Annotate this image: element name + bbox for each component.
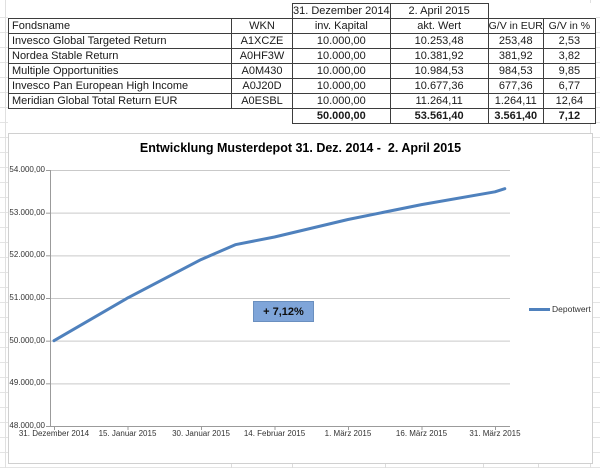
y-tick-label: 50.000,00 [9,335,45,345]
table-cell[interactable]: 10.000,00 [292,78,391,94]
table-cell[interactable]: A0J20D [231,78,293,94]
sheet-gridline-col [385,463,386,468]
x-tick-label: 30. Januar 2015 [172,429,230,438]
table-cell[interactable]: 253,48 [487,33,544,49]
table-cell[interactable]: 53.561,40 [389,108,489,124]
plot-canvas [46,170,550,430]
table-cell[interactable]: Nordea Stable Return [8,48,232,64]
y-tick-label: 53.000,00 [9,207,45,217]
portfolio-table-body: 31. Dezember 2014 2. April 2015 Fondsnam… [8,3,596,124]
sheet-gridline-col [483,463,484,468]
table-cell[interactable]: 3,82 [542,48,596,64]
sheet-gridline-col [538,463,539,468]
table-cell[interactable]: 10.677,36 [389,78,489,94]
table-cell[interactable]: 7,12 [542,108,596,124]
y-tick-label: 52.000,00 [9,250,45,260]
table-cell[interactable]: 1.264,11 [487,93,544,109]
fund-row: Nordea Stable Return A0HF3W 10.000,00 10.38… [8,48,596,64]
x-tick-label: 1. März 2015 [324,429,372,438]
table-cell[interactable]: A0ESBL [231,93,293,109]
portfolio-table-container: 31. Dezember 2014 2. April 2015 Fondsnam… [8,3,596,124]
table-cell[interactable]: 677,36 [487,78,544,94]
sheet-gridline-col [231,463,232,468]
x-tick-label: 31. März 2015 [469,429,521,438]
period-start-header[interactable]: 31. Dezember 2014 [292,3,391,19]
table-cell[interactable]: A0M430 [231,63,293,79]
column-header-akt-wert[interactable]: akt. Wert [389,18,489,34]
column-header-row: Fondsname WKN inv. Kapital akt. Wert G/V… [8,18,596,34]
table-cell[interactable]: 984,53 [487,63,544,79]
column-header-fondsname[interactable]: Fondsname [8,18,232,34]
column-header-gv-eur[interactable]: G/V in EUR [487,18,544,34]
table-cell[interactable]: 11.264,11 [389,93,489,109]
table-cell[interactable]: A1XCZE [231,33,293,49]
sheet-gridline-col [292,463,293,468]
legend-label[interactable]: Depotwert [552,304,591,314]
return-annotation[interactable]: + 7,12% [253,301,314,322]
empty-cell[interactable] [543,4,595,19]
period-header-row: 31. Dezember 2014 2. April 2015 [9,3,596,19]
empty-cell[interactable] [488,4,543,19]
table-cell[interactable]: 6,77 [542,78,596,94]
table-cell[interactable]: 10.000,00 [292,93,391,109]
table-cell[interactable]: 9,85 [542,63,596,79]
y-tick-label: 51.000,00 [9,293,45,302]
chart-area[interactable]: Entwicklung Musterdepot 31. Dez. 2014 - … [8,133,593,464]
table-cell[interactable]: Multiple Opportunities [8,63,232,79]
table-cell[interactable]: Invesco Global Targeted Return [8,33,232,49]
table-cell[interactable]: 10.000,00 [292,33,391,49]
table-cell[interactable]: 12,64 [542,93,596,109]
fund-row: Invesco Global Targeted Return A1XCZE 10.0… [8,33,596,49]
table-cell[interactable]: A0HF3W [231,48,293,64]
table-cell[interactable]: 50.000,00 [292,108,391,124]
x-tick-label: 31. Dezember 2014 [18,429,90,438]
table-cell[interactable]: 3.561,40 [487,108,544,124]
empty-cell[interactable] [9,4,232,19]
column-header-inv-kapital[interactable]: inv. Kapital [292,18,391,34]
table-cell[interactable]: 10.253,48 [389,33,489,49]
table-cell[interactable] [232,109,293,124]
y-tick-label: 54.000,00 [9,165,45,174]
table-cell[interactable]: 10.984,53 [389,63,489,79]
table-cell[interactable] [9,109,232,124]
y-tick-label: 49.000,00 [9,378,45,388]
table-cell[interactable]: 10.381,92 [389,48,489,64]
totals-row: 50.000,00 53.561,40 3.561,40 7,12 [9,108,596,124]
sheet-gridline-left [5,0,6,468]
table-cell[interactable]: 10.000,00 [292,48,391,64]
x-tick-label: 15. Januar 2015 [98,429,157,438]
table-cell[interactable]: 381,92 [487,48,544,64]
x-tick-label: 14. Februar 2015 [243,429,306,438]
period-end-header[interactable]: 2. April 2015 [389,3,489,19]
column-header-wkn[interactable]: WKN [231,18,293,34]
table-cell[interactable]: Invesco Pan European High Income [8,78,232,94]
empty-cell[interactable] [232,4,293,19]
fund-row: Invesco Pan European High Income A0J20D 10… [8,78,596,94]
chart-title: Entwicklung Musterdepot 31. Dez. 2014 - … [139,141,462,155]
fund-row: Multiple Opportunities A0M430 10.000,00 10.… [8,63,596,79]
portfolio-table: 31. Dezember 2014 2. April 2015 Fondsnam… [8,3,596,124]
x-tick-label: 16. März 2015 [395,429,448,438]
y-tick-label: 48.000,00 [9,421,45,430]
table-cell[interactable]: Meridian Global Total Return EUR [8,93,232,109]
column-header-gv-pct[interactable]: G/V in % [542,18,596,34]
table-cell[interactable]: 2,53 [542,33,596,49]
depotwert-line[interactable] [52,187,507,343]
fund-row: Meridian Global Total Return EUR A0ESBL 10… [8,93,596,109]
table-cell[interactable]: 10.000,00 [292,63,391,79]
